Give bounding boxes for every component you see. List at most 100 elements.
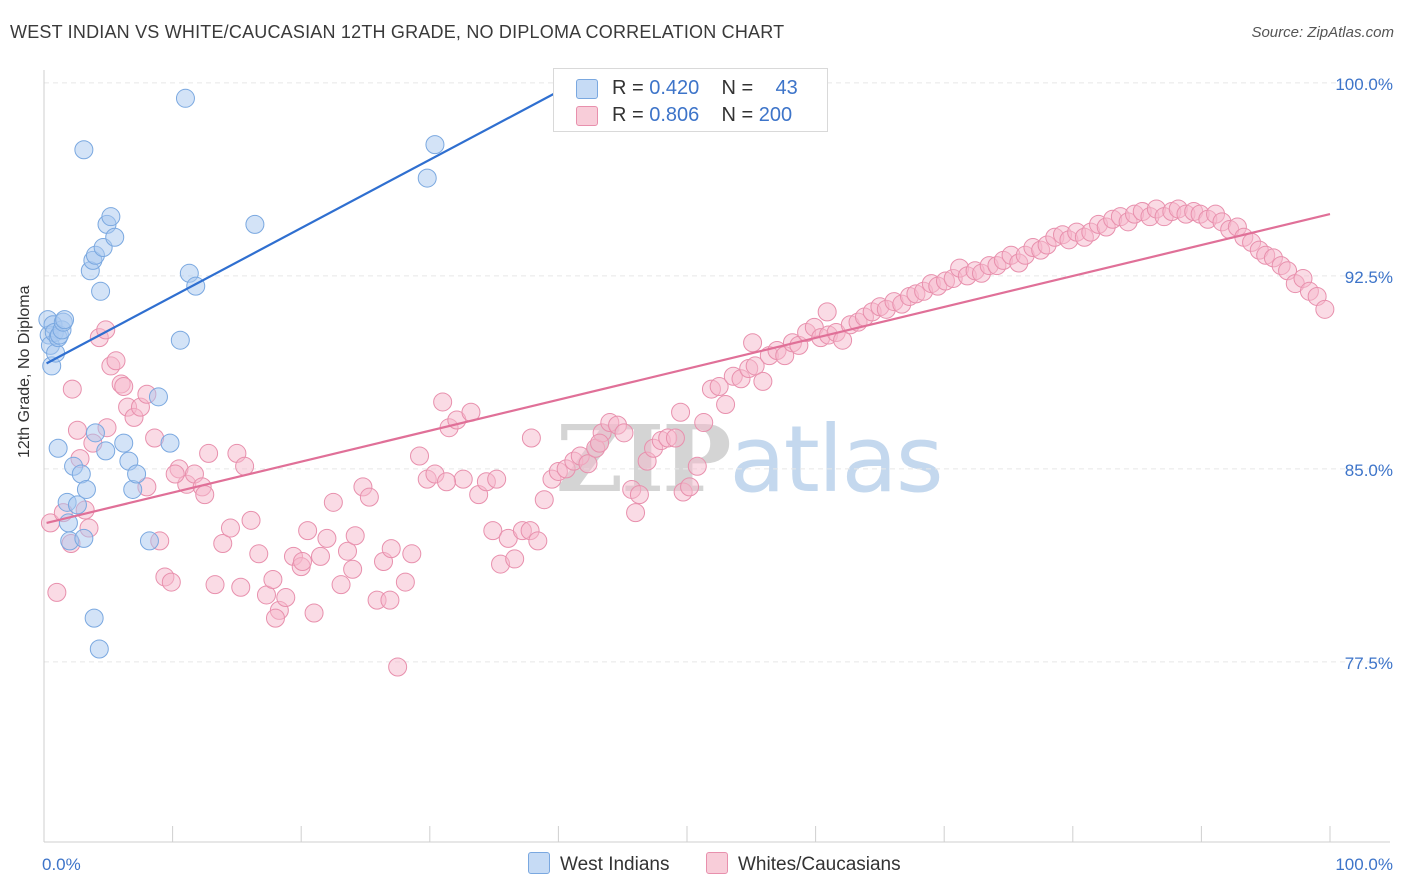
point-west-indians (85, 423, 105, 443)
point-whites-caucasians (199, 443, 219, 463)
point-whites-caucasians (114, 377, 134, 397)
point-whites-caucasians (298, 521, 318, 541)
point-whites-caucasians (665, 428, 685, 448)
point-whites-caucasians (317, 528, 337, 548)
point-whites-caucasians (437, 472, 457, 492)
point-west-indians (96, 441, 116, 461)
point-whites-caucasians (213, 533, 233, 553)
point-whites-caucasians (626, 503, 646, 523)
point-west-indians (55, 310, 75, 330)
data-points (38, 88, 1335, 677)
point-whites-caucasians (528, 531, 548, 551)
point-west-indians (101, 207, 121, 227)
point-whites-caucasians (276, 588, 296, 608)
point-whites-caucasians (195, 485, 215, 505)
y-tick-label: 92.5% (1345, 268, 1393, 287)
point-whites-caucasians (106, 351, 126, 371)
point-west-indians (89, 639, 109, 659)
x-tick-label: 0.0% (42, 855, 81, 874)
tick-labels: 100.0% 92.5% 85.0% 77.5% 0.0% 100.0% (42, 75, 1393, 874)
point-west-indians (417, 168, 437, 188)
point-whites-caucasians (534, 490, 554, 510)
point-whites-caucasians (292, 552, 312, 572)
point-whites-caucasians (249, 544, 269, 564)
point-whites-caucasians (402, 544, 422, 564)
point-west-indians (105, 227, 125, 247)
point-whites-caucasians (337, 541, 357, 561)
point-whites-caucasians (47, 582, 67, 602)
point-whites-caucasians (483, 521, 503, 541)
point-west-indians (74, 528, 94, 548)
point-whites-caucasians (521, 428, 541, 448)
point-whites-caucasians (220, 518, 240, 538)
point-whites-caucasians (709, 377, 729, 397)
point-whites-caucasians (331, 575, 351, 595)
source-label: Source: ZipAtlas.com (1251, 24, 1394, 41)
trend-line-west-indians (46, 87, 566, 365)
point-whites-caucasians (310, 546, 330, 566)
point-whites-caucasians (359, 487, 379, 507)
grid-lines (44, 82, 1390, 663)
bottom-legend-label-whites: Whites/Caucasians (738, 854, 901, 875)
legend-n-value: 43 (775, 77, 798, 99)
point-west-indians (148, 387, 168, 407)
point-whites-caucasians (380, 590, 400, 610)
point-whites-caucasians (241, 510, 261, 530)
bottom-legend-swatch-whites (706, 852, 728, 874)
point-west-indians (175, 88, 195, 108)
legend-text-west-indians: R = 0.420 N = 43 (612, 77, 798, 100)
x-tick-label: 100.0% (1335, 855, 1393, 874)
legend-r-label: R = (612, 104, 650, 126)
chart-title: WEST INDIAN VS WHITE/CAUCASIAN 12TH GRAD… (10, 22, 785, 42)
point-whites-caucasians (205, 575, 225, 595)
point-whites-caucasians (671, 402, 691, 422)
bottom-legend-west-indians: West Indians (528, 852, 669, 876)
legend-r-value: 0.420 (649, 77, 700, 99)
point-whites-caucasians (304, 603, 324, 623)
point-west-indians (67, 495, 87, 515)
point-whites-caucasians (745, 356, 765, 376)
point-whites-caucasians (343, 559, 363, 579)
point-whites-caucasians (629, 485, 649, 505)
point-whites-caucasians (165, 464, 185, 484)
legend-swatch-whites (576, 106, 598, 126)
point-west-indians (170, 330, 190, 350)
point-whites-caucasians (388, 657, 408, 677)
point-west-indians (127, 464, 147, 484)
point-whites-caucasians (578, 454, 598, 474)
point-west-indians (74, 140, 94, 160)
point-west-indians (245, 214, 265, 234)
point-whites-caucasians (67, 420, 87, 440)
point-whites-caucasians (716, 395, 736, 415)
point-west-indians (114, 433, 134, 453)
point-whites-caucasians (161, 572, 181, 592)
point-west-indians (91, 281, 111, 301)
legend-n-label: N = (721, 77, 759, 99)
axes (43, 70, 1390, 843)
correlation-legend: R = 0.420 N = 43 R = 0.806 N = 200 (553, 68, 828, 132)
point-whites-caucasians (1315, 299, 1335, 319)
point-whites-caucasians (487, 469, 507, 489)
point-whites-caucasians (453, 469, 473, 489)
legend-n-label: N = (721, 104, 759, 126)
point-whites-caucasians (231, 577, 251, 597)
point-whites-caucasians (687, 456, 707, 476)
legend-swatch-west-indians (576, 79, 598, 99)
point-west-indians (139, 531, 159, 551)
point-whites-caucasians (62, 379, 82, 399)
point-west-indians (425, 135, 445, 155)
point-west-indians (48, 438, 68, 458)
bottom-legend-swatch-west-indians (528, 852, 550, 874)
legend-n-value: 200 (758, 104, 793, 126)
point-whites-caucasians (381, 539, 401, 559)
point-whites-caucasians (345, 526, 365, 546)
point-whites-caucasians (433, 392, 453, 412)
y-tick-label: 100.0% (1335, 75, 1393, 94)
y-axis-label: 12th Grade, No Diploma (16, 285, 33, 458)
point-whites-caucasians (410, 446, 430, 466)
point-whites-caucasians (680, 477, 700, 497)
y-tick-label: 85.0% (1345, 461, 1393, 480)
point-whites-caucasians (395, 572, 415, 592)
point-whites-caucasians (323, 492, 343, 512)
watermark-atlas: atlas (729, 406, 943, 513)
